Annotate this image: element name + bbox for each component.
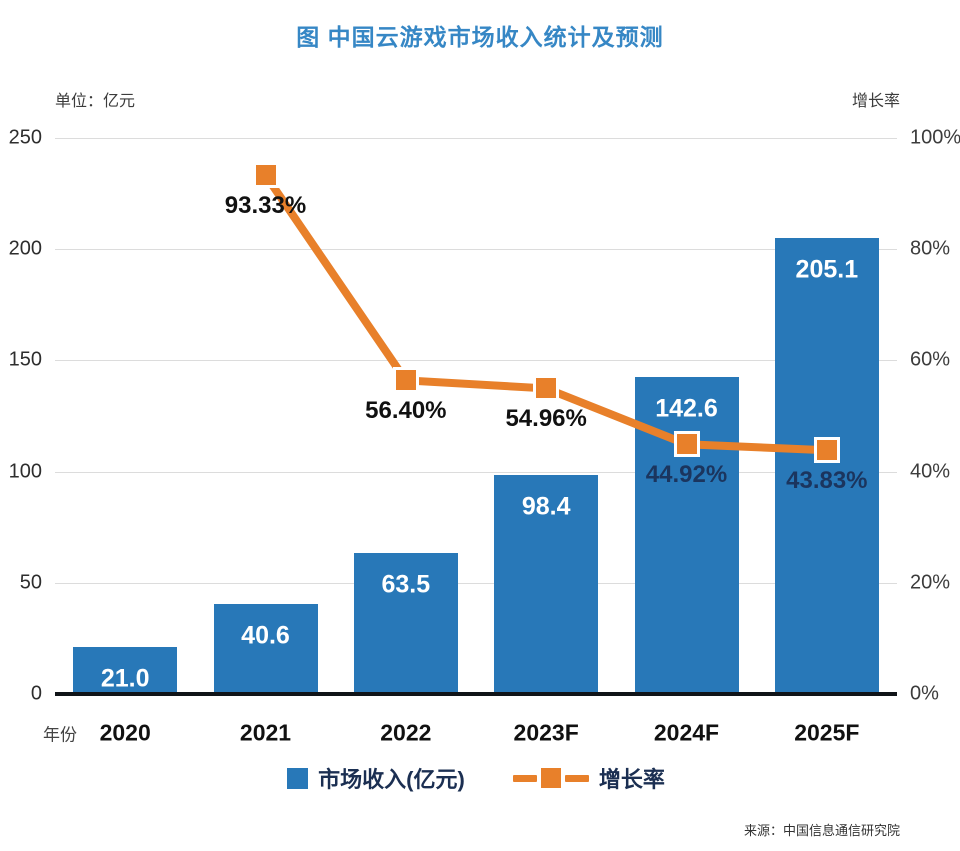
line-marker-icon <box>512 768 589 788</box>
bar-value-label: 205.1 <box>795 255 859 284</box>
y-axis-tick-left: 100 <box>8 460 42 483</box>
left-axis-unit-label: 单位：亿元 <box>55 93 136 110</box>
x-axis-tick-2025F: 2025F <box>794 719 860 746</box>
y-axis-tick-left: 50 <box>19 571 42 594</box>
x-axis-tick-2020: 2020 <box>99 719 151 746</box>
y-axis-tick-right: 60% <box>910 348 951 371</box>
y-axis-tick-right: 20% <box>910 571 951 594</box>
x-axis-title: 年份 <box>43 725 77 745</box>
bar-2020 <box>73 647 178 692</box>
x-axis-tick-2021: 2021 <box>239 719 292 746</box>
right-axis-unit-label: 增长率 <box>851 93 900 110</box>
y-axis-tick-right: 40% <box>910 460 951 483</box>
chart-title: 图 中国云游戏市场收入统计及预测 <box>296 24 664 50</box>
grid-line <box>55 249 897 251</box>
bar-value-label: 21.0 <box>100 664 150 693</box>
y-axis-tick-left: 200 <box>8 237 42 260</box>
x-axis-tick-2022: 2022 <box>380 719 432 746</box>
legend-item-growth: 增长率 <box>512 762 665 794</box>
growth-value-label: 44.92% <box>645 461 728 489</box>
bar-2022 <box>353 552 458 692</box>
legend-label-growth: 增长率 <box>598 767 665 792</box>
growth-marker-2024F <box>673 431 700 458</box>
legend-label-revenue: 市场收入(亿元) <box>318 767 465 792</box>
y-axis-tick-left: 150 <box>8 348 42 371</box>
bar-value-label: 142.6 <box>655 394 718 423</box>
growth-value-label: 54.96% <box>505 405 587 433</box>
legend-item-revenue: 市场收入(亿元) <box>287 762 465 794</box>
growth-value-label: 56.40% <box>365 397 447 425</box>
line-dash-icon <box>564 774 589 782</box>
grid-line <box>55 138 897 139</box>
y-axis-tick-right: 100% <box>910 126 960 149</box>
bar-value-label: 98.4 <box>521 492 571 521</box>
legend: 市场收入(亿元) 增长率 <box>0 762 952 794</box>
x-axis-tick-2024F: 2024F <box>653 719 720 746</box>
line-square-marker-icon <box>540 768 561 788</box>
line-dash-icon <box>512 774 537 782</box>
growth-marker-2022 <box>392 367 419 394</box>
bar-value-label: 63.5 <box>381 570 431 599</box>
growth-marker-2023F <box>533 375 560 402</box>
bar-2025F <box>774 237 879 692</box>
bar-value-label: 40.6 <box>241 621 290 650</box>
bar-2024F <box>634 376 739 692</box>
y-axis-tick-right: 0% <box>910 682 939 705</box>
source-note: 来源：中国信息通信研究院 <box>743 823 900 838</box>
y-axis-tick-right: 80% <box>910 237 951 260</box>
growth-marker-2025F <box>813 437 840 464</box>
bar-swatch-icon <box>287 767 309 789</box>
y-axis-tick-left: 250 <box>8 126 42 149</box>
x-axis-tick-2023F: 2023F <box>513 719 579 746</box>
grid-line <box>55 471 897 473</box>
growth-marker-2021 <box>252 162 279 189</box>
x-axis-line <box>55 692 897 696</box>
grid-line <box>55 360 897 362</box>
growth-value-label: 93.33% <box>224 192 307 220</box>
grid-line <box>55 582 897 584</box>
y-axis-tick-left: 0 <box>30 682 42 705</box>
growth-value-label: 43.83% <box>786 467 868 495</box>
bar-2023F <box>494 475 599 692</box>
bar-2021 <box>213 603 318 692</box>
